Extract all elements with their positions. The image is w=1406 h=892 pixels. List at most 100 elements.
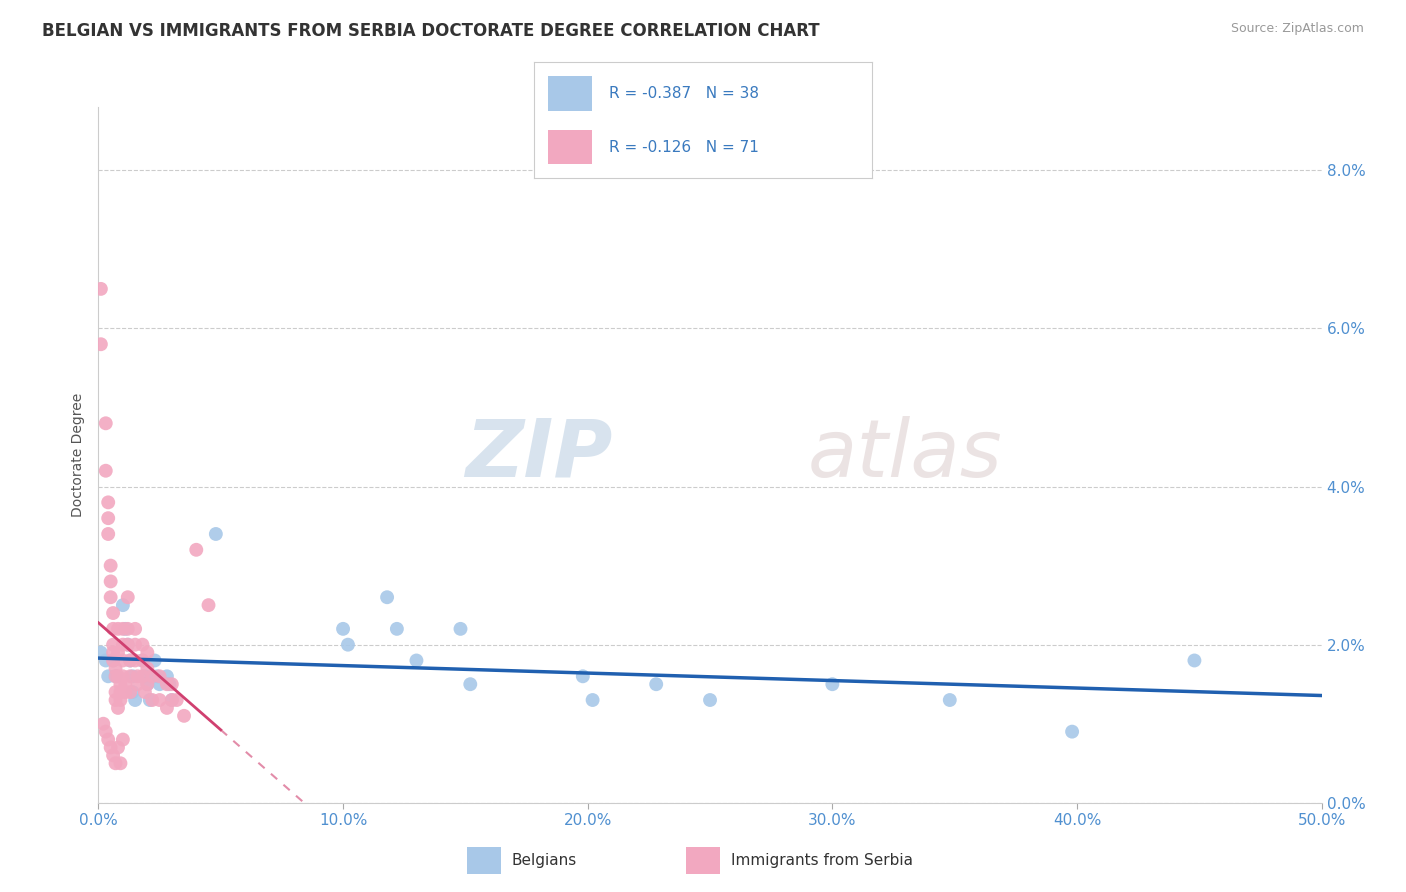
Point — [458, 677, 481, 691]
Point — [97, 495, 120, 509]
Text: Belgians: Belgians — [512, 854, 576, 868]
Point — [121, 669, 143, 683]
Point — [90, 337, 112, 351]
Point — [114, 622, 136, 636]
Point — [645, 677, 668, 691]
Point — [100, 574, 122, 589]
Point — [97, 511, 120, 525]
Point — [111, 732, 134, 747]
Point — [332, 622, 354, 636]
Point — [146, 669, 169, 683]
Point — [104, 685, 127, 699]
Point — [149, 677, 172, 691]
Point — [450, 622, 472, 636]
Point — [114, 677, 136, 691]
Point — [160, 677, 183, 691]
Point — [91, 716, 114, 731]
Point — [124, 653, 146, 667]
Point — [405, 653, 427, 667]
Point — [131, 669, 153, 683]
Point — [100, 591, 122, 605]
Point — [572, 669, 595, 683]
Point — [581, 693, 603, 707]
Text: BELGIAN VS IMMIGRANTS FROM SERBIA DOCTORATE DEGREE CORRELATION CHART: BELGIAN VS IMMIGRANTS FROM SERBIA DOCTOR… — [42, 22, 820, 40]
Point — [131, 653, 153, 667]
Y-axis label: Doctorate Degree: Doctorate Degree — [72, 392, 86, 517]
Point — [101, 606, 124, 620]
Point — [173, 708, 195, 723]
Point — [101, 748, 124, 763]
Point — [90, 646, 112, 660]
Point — [101, 653, 124, 667]
Point — [111, 669, 134, 683]
Point — [97, 669, 120, 683]
Point — [124, 622, 146, 636]
Point — [94, 464, 117, 478]
Point — [127, 669, 149, 683]
Point — [821, 677, 844, 691]
Point — [149, 669, 172, 683]
Point — [100, 740, 122, 755]
Point — [156, 669, 179, 683]
Point — [94, 417, 117, 431]
Point — [94, 653, 117, 667]
Point — [117, 591, 139, 605]
Point — [100, 558, 122, 573]
Bar — [686, 847, 720, 874]
Point — [90, 282, 112, 296]
Point — [141, 693, 163, 707]
Point — [94, 724, 117, 739]
Point — [107, 622, 129, 636]
Point — [121, 685, 143, 699]
Point — [101, 622, 124, 636]
Point — [114, 685, 136, 699]
Point — [110, 693, 132, 707]
Point — [110, 677, 132, 691]
Point — [120, 653, 142, 667]
Point — [385, 622, 408, 636]
Point — [111, 598, 134, 612]
Point — [117, 638, 139, 652]
Point — [97, 732, 120, 747]
Point — [336, 638, 359, 652]
Text: ZIP: ZIP — [465, 416, 612, 494]
Point — [1184, 653, 1206, 667]
Point — [127, 677, 149, 691]
Point — [120, 653, 142, 667]
Point — [134, 685, 156, 699]
Point — [156, 701, 179, 715]
Point — [117, 622, 139, 636]
Point — [186, 542, 208, 557]
Point — [120, 669, 142, 683]
Point — [134, 669, 156, 683]
Point — [131, 638, 153, 652]
Point — [124, 638, 146, 652]
Point — [136, 677, 159, 691]
Bar — [467, 847, 501, 874]
Point — [157, 677, 180, 691]
Bar — [548, 77, 592, 112]
Point — [131, 653, 153, 667]
Point — [110, 756, 132, 771]
Point — [111, 638, 134, 652]
Point — [1062, 724, 1084, 739]
Text: Source: ZipAtlas.com: Source: ZipAtlas.com — [1230, 22, 1364, 36]
Point — [120, 685, 142, 699]
Point — [107, 669, 129, 683]
Point — [139, 693, 162, 707]
Point — [107, 740, 129, 755]
Point — [136, 646, 159, 660]
Point — [111, 622, 134, 636]
Point — [197, 598, 219, 612]
Point — [156, 677, 179, 691]
Point — [160, 693, 183, 707]
Point — [101, 638, 124, 652]
Point — [699, 693, 721, 707]
Point — [117, 638, 139, 652]
Point — [101, 646, 124, 660]
Text: atlas: atlas — [808, 416, 1002, 494]
Point — [104, 669, 127, 683]
Point — [111, 653, 134, 667]
Point — [101, 653, 124, 667]
Point — [124, 693, 146, 707]
